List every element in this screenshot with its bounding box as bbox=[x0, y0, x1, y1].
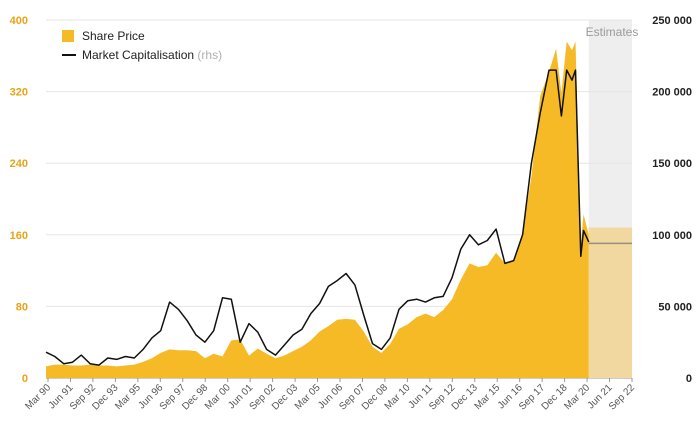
x-tick-label: Mar 05 bbox=[293, 382, 323, 412]
legend-label-market-cap: Market Capitalisation (rhs) bbox=[82, 48, 222, 62]
estimates-label: Estimates bbox=[586, 25, 639, 39]
x-tick-label: Sep 22 bbox=[607, 382, 637, 412]
y-right-tick-label: 50 000 bbox=[658, 301, 692, 313]
x-tick-label: Mar 90 bbox=[23, 382, 53, 412]
y-left-tick-label: 160 bbox=[10, 230, 28, 242]
y-left-tick-label: 240 bbox=[10, 158, 28, 170]
y-left-tick-label: 320 bbox=[10, 87, 28, 99]
legend-swatch-share-price bbox=[62, 30, 74, 42]
y-left-tick-label: 80 bbox=[16, 301, 28, 313]
y-right-tick-label: 150 000 bbox=[652, 158, 692, 170]
x-tick-label: Mar 10 bbox=[383, 382, 413, 412]
legend-market-cap-name: Market Capitalisation bbox=[82, 48, 194, 62]
right-axis-ticks: 0 50 000 100 000 150 000 200 000 250 000 bbox=[652, 15, 692, 385]
y-right-tick-label: 100 000 bbox=[652, 230, 692, 242]
y-right-tick-label: 0 bbox=[686, 373, 692, 385]
legend-market-cap-suffix: (rhs) bbox=[197, 48, 222, 62]
share-price-estimate-area bbox=[588, 227, 632, 378]
x-tick-label: Mar 00 bbox=[203, 382, 233, 412]
legend-label-share-price: Share Price bbox=[82, 29, 145, 43]
y-right-tick-label: 200 000 bbox=[652, 87, 692, 99]
y-left-tick-label: 0 bbox=[22, 373, 28, 385]
x-tick-label: Mar 95 bbox=[113, 382, 143, 412]
legend: Share Price Market Capitalisation (rhs) bbox=[62, 29, 222, 62]
x-tick-label: Mar 20 bbox=[562, 382, 592, 412]
series-market-cap-line bbox=[45, 69, 590, 366]
left-axis-ticks: 0 80 160 240 320 400 bbox=[10, 15, 28, 385]
y-right-tick-label: 250 000 bbox=[652, 15, 692, 27]
y-left-tick-label: 400 bbox=[10, 15, 28, 27]
series-share-price-area bbox=[46, 41, 589, 378]
x-tick-label: Mar 15 bbox=[473, 382, 503, 412]
